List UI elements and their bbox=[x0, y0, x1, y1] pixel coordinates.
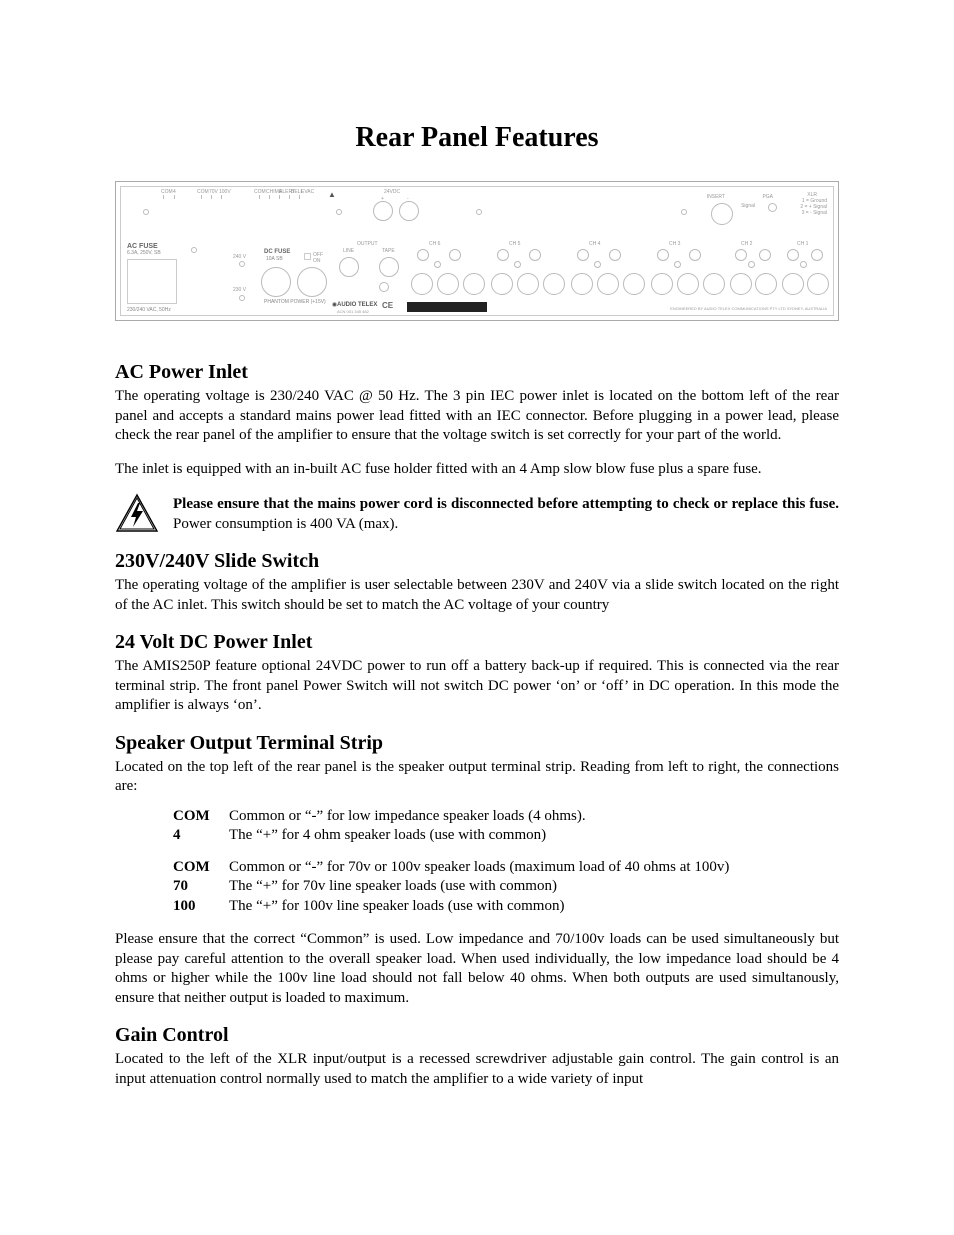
conn-val: Common or “-” for low impedance speaker … bbox=[229, 807, 839, 827]
diag-ch-label: CH 1 bbox=[797, 241, 808, 248]
paragraph: The operating voltage of the amplifier i… bbox=[115, 576, 839, 615]
diag-24vdc-label: 24VDC bbox=[384, 189, 400, 196]
paragraph: The inlet is equipped with an in-built A… bbox=[115, 460, 839, 480]
warning-row: Please ensure that the mains power cord … bbox=[115, 493, 839, 534]
heading-slide-switch: 230V/240V Slide Switch bbox=[115, 548, 839, 574]
conn-val: The “+” for 100v line speaker loads (use… bbox=[229, 897, 839, 917]
shock-warning-icon bbox=[115, 493, 159, 533]
heading-speaker-output: Speaker Output Terminal Strip bbox=[115, 730, 839, 756]
diag-pga-label: PGA bbox=[762, 194, 773, 201]
diag-240v: 240 V bbox=[233, 254, 246, 261]
paragraph: The operating voltage is 230/240 VAC @ 5… bbox=[115, 387, 839, 446]
warning-rest: Power consumption is 400 VA (max). bbox=[173, 516, 398, 532]
conn-val: Common or “-” for 70v or 100v speaker lo… bbox=[229, 858, 839, 878]
table-row: COM Common or “-” for 70v or 100v speake… bbox=[173, 858, 839, 878]
diag-230v: 230 V bbox=[233, 287, 246, 294]
diag-label: 4 bbox=[173, 189, 176, 196]
warning-text: Please ensure that the mains power cord … bbox=[173, 493, 839, 534]
paragraph: The AMIS250P feature optional 24VDC powe… bbox=[115, 657, 839, 716]
diag-ch-label: CH 5 bbox=[509, 241, 520, 248]
diag-ch-label: CH 4 bbox=[589, 241, 600, 248]
diag-ch-label: CH 2 bbox=[741, 241, 752, 248]
diag-insert-label: INSERT bbox=[707, 194, 725, 201]
diag-hz: 230/240 VAC, 50Hz bbox=[127, 307, 171, 314]
diag-engineered: ENGINEERED BY AUDIO TELEX COMMUNICATIONS… bbox=[670, 306, 827, 311]
diag-xlr-pin: 3 = - Signal bbox=[802, 210, 827, 217]
connections-table: COM Common or “-” for low impedance spea… bbox=[173, 807, 839, 917]
table-row: COM Common or “-” for low impedance spea… bbox=[173, 807, 839, 827]
diag-phantom: PHANTOM POWER (+15V) bbox=[264, 300, 326, 305]
conn-val: The “+” for 70v line speaker loads (use … bbox=[229, 877, 839, 897]
diag-ch-label: CH 6 bbox=[429, 241, 440, 248]
diagram-frame: COM 4 COM 70V 100V COM CHIME ALERT BELL … bbox=[120, 186, 834, 316]
conn-key: COM bbox=[173, 858, 229, 878]
heading-gain-control: Gain Control bbox=[115, 1022, 839, 1048]
paragraph: Please ensure that the correct “Common” … bbox=[115, 930, 839, 1008]
diag-label: EVAC bbox=[301, 189, 314, 196]
conn-key: 4 bbox=[173, 826, 229, 846]
conn-key: COM bbox=[173, 807, 229, 827]
barcode-icon bbox=[407, 302, 487, 312]
diag-tape-label: TAPE bbox=[382, 248, 395, 255]
table-row: 70 The “+” for 70v line speaker loads (u… bbox=[173, 877, 839, 897]
paragraph: Located to the left of the XLR input/out… bbox=[115, 1050, 839, 1089]
diag-label: COM bbox=[254, 189, 266, 196]
table-row: 100 The “+” for 100v line speaker loads … bbox=[173, 897, 839, 917]
warning-triangle-icon: ▲ bbox=[328, 190, 336, 200]
diag-ch-label: CH 3 bbox=[669, 241, 680, 248]
diag-output-label: OUTPUT bbox=[357, 241, 378, 248]
diag-signal-label: Signal bbox=[741, 203, 755, 210]
diag-label: 100V bbox=[219, 189, 231, 196]
rear-panel-diagram: COM 4 COM 70V 100V COM CHIME ALERT BELL … bbox=[115, 181, 839, 321]
heading-24v-dc: 24 Volt DC Power Inlet bbox=[115, 629, 839, 655]
conn-key: 100 bbox=[173, 897, 229, 917]
diag-acfuse-spec: 6.3A, 250V, SB bbox=[127, 250, 161, 257]
diag-ce-mark: CE bbox=[382, 301, 393, 311]
table-row: 4 The “+” for 4 ohm speaker loads (use w… bbox=[173, 826, 839, 846]
page-title: Rear Panel Features bbox=[115, 120, 839, 156]
warning-bold: Please ensure that the mains power cord … bbox=[173, 496, 839, 512]
diag-label: 70V bbox=[209, 189, 218, 196]
conn-val: The “+” for 4 ohm speaker loads (use wit… bbox=[229, 826, 839, 846]
diag-on: ON bbox=[313, 258, 321, 265]
conn-key: 70 bbox=[173, 877, 229, 897]
paragraph: Located on the top left of the rear pane… bbox=[115, 758, 839, 797]
heading-ac-power-inlet: AC Power Inlet bbox=[115, 359, 839, 385]
diag-label: COM bbox=[197, 189, 209, 196]
diag-dcfuse-spec: 10A SB bbox=[266, 256, 283, 263]
diag-line-label: LINE bbox=[343, 248, 354, 255]
diag-brand-sub: ACN 001 345 482 bbox=[337, 309, 369, 314]
diag-label: COM bbox=[161, 189, 173, 196]
